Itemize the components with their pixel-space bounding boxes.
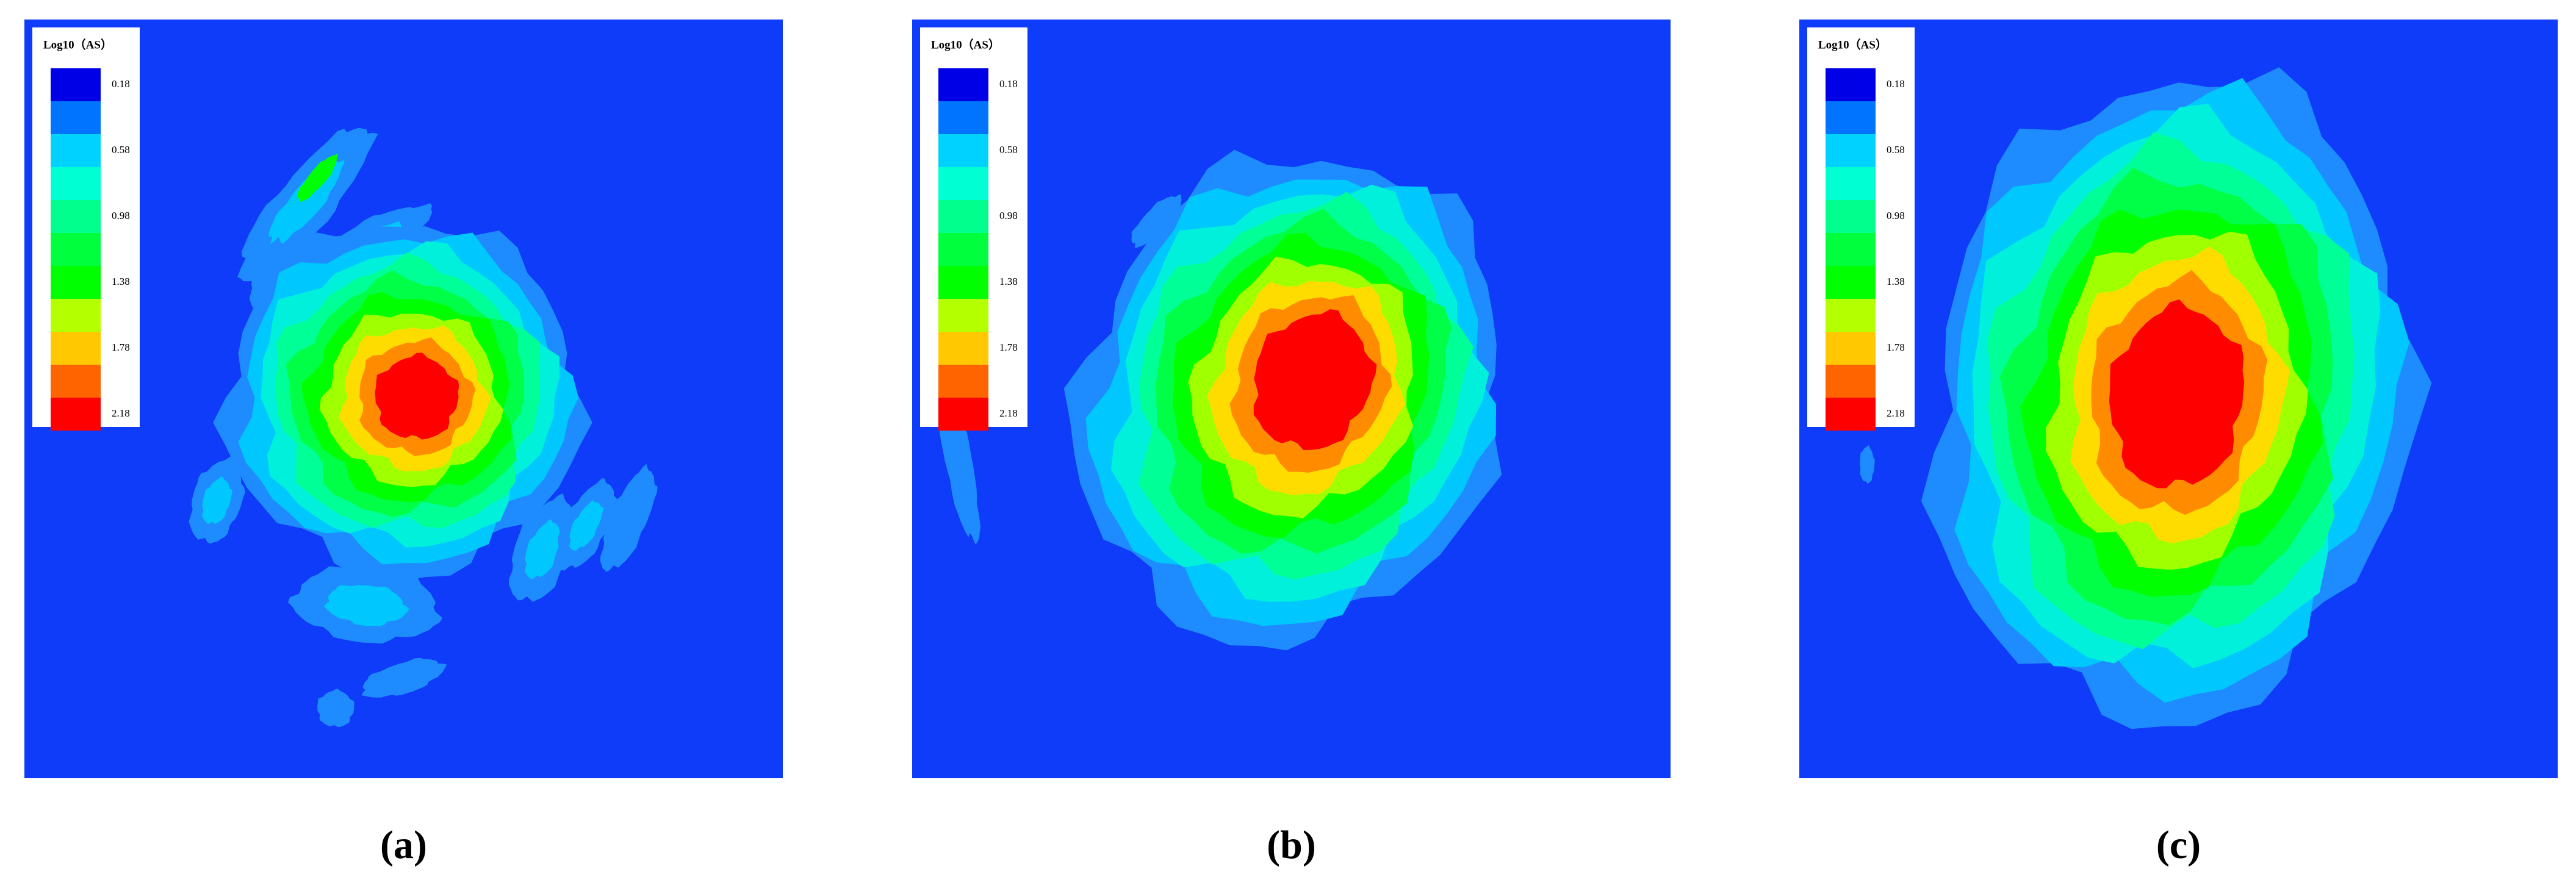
legend-label: 1.38 — [999, 276, 1018, 287]
legend-label: 0.18 — [1887, 78, 1905, 90]
legend-label: 1.38 — [112, 276, 130, 287]
legend-swatch — [1826, 332, 1876, 365]
legend-swatch — [1826, 266, 1876, 299]
legend-label: 0.58 — [999, 144, 1018, 156]
legend-swatch — [938, 299, 988, 332]
contour-map — [935, 149, 1502, 651]
contour — [268, 160, 345, 246]
legend-swatch — [1826, 68, 1876, 101]
panel: Log10（AS） 0.18 0.58 0.98 1.38 1.78 2.18 — [24, 20, 783, 778]
legend-label: 2.18 — [1887, 407, 1905, 419]
legend-swatch — [1826, 365, 1876, 398]
legend-swatch — [1826, 167, 1876, 200]
legend-label: 1.38 — [1887, 276, 1905, 287]
contour — [375, 353, 459, 440]
contour — [569, 500, 604, 551]
legend-swatch — [51, 101, 101, 134]
legend-swatch — [51, 233, 101, 266]
legend-swatch — [1826, 233, 1876, 266]
legend-label: 0.98 — [999, 210, 1018, 221]
contour — [600, 464, 658, 572]
legend-swatch — [51, 332, 101, 365]
legend: Log10（AS） 0.18 0.58 0.98 1.38 1.78 2.18 — [920, 27, 1027, 431]
legend-label: 0.58 — [112, 144, 130, 156]
legend-swatch — [51, 68, 101, 101]
legend-swatch — [51, 365, 101, 398]
legend-swatch — [51, 266, 101, 299]
legend-swatch — [938, 365, 988, 398]
contour — [525, 520, 563, 579]
legend-swatch — [938, 266, 988, 299]
legend-swatch — [938, 134, 988, 167]
contour — [1860, 445, 1875, 484]
legend-swatch — [938, 233, 988, 266]
legend-label: 2.18 — [112, 407, 130, 419]
legend-label: 1.78 — [112, 342, 130, 353]
legend-label: 2.18 — [999, 407, 1018, 419]
contour — [1131, 195, 1182, 248]
legend-swatch — [938, 332, 988, 365]
legend-label: 1.78 — [1887, 342, 1905, 353]
legend-swatch — [1826, 299, 1876, 332]
legend-swatch — [51, 167, 101, 200]
legend-title: Log10（AS） — [1818, 37, 1887, 51]
contour — [202, 476, 232, 525]
legend-swatch — [938, 167, 988, 200]
legend-title: Log10（AS） — [931, 37, 1000, 51]
panel: Log10（AS） 0.18 0.58 0.98 1.38 1.78 2.18 — [912, 20, 1671, 778]
contour — [361, 657, 447, 698]
legend-swatch — [1826, 101, 1876, 134]
legend: Log10（AS） 0.18 0.58 0.98 1.38 1.78 2.18 — [1807, 27, 1915, 431]
contour — [1253, 309, 1377, 450]
panel-label: (c) — [2156, 823, 2201, 867]
legend-label: 0.98 — [112, 210, 130, 221]
contour — [323, 585, 410, 626]
legend-title: Log10（AS） — [43, 37, 112, 51]
contour — [317, 689, 354, 728]
legend: Log10（AS） 0.18 0.58 0.98 1.38 1.78 2.18 — [32, 27, 140, 431]
legend-swatch — [1826, 134, 1876, 167]
panel-label: (a) — [380, 823, 427, 867]
legend-label: 0.18 — [999, 78, 1018, 90]
panel-label: (b) — [1267, 823, 1316, 867]
legend-swatch — [938, 101, 988, 134]
legend-swatch — [1826, 200, 1876, 233]
legend-swatch — [938, 398, 988, 431]
legend-label: 1.78 — [999, 342, 1018, 353]
legend-swatch — [938, 200, 988, 233]
contour — [2109, 299, 2245, 489]
contour-map — [189, 127, 658, 728]
contour — [249, 237, 289, 311]
legend-swatch — [1826, 398, 1876, 431]
legend-swatch — [51, 134, 101, 167]
legend-swatch — [51, 299, 101, 332]
contour — [297, 153, 339, 202]
legend-label: 0.58 — [1887, 144, 1905, 156]
legend-swatch — [51, 200, 101, 233]
legend-swatch — [938, 68, 988, 101]
panel: Log10（AS） 0.18 0.58 0.98 1.38 1.78 2.18 — [1799, 20, 2558, 778]
legend-label: 0.18 — [112, 78, 130, 90]
legend-label: 0.98 — [1887, 210, 1905, 221]
contour-map — [1860, 67, 2432, 729]
legend-swatch — [51, 398, 101, 431]
